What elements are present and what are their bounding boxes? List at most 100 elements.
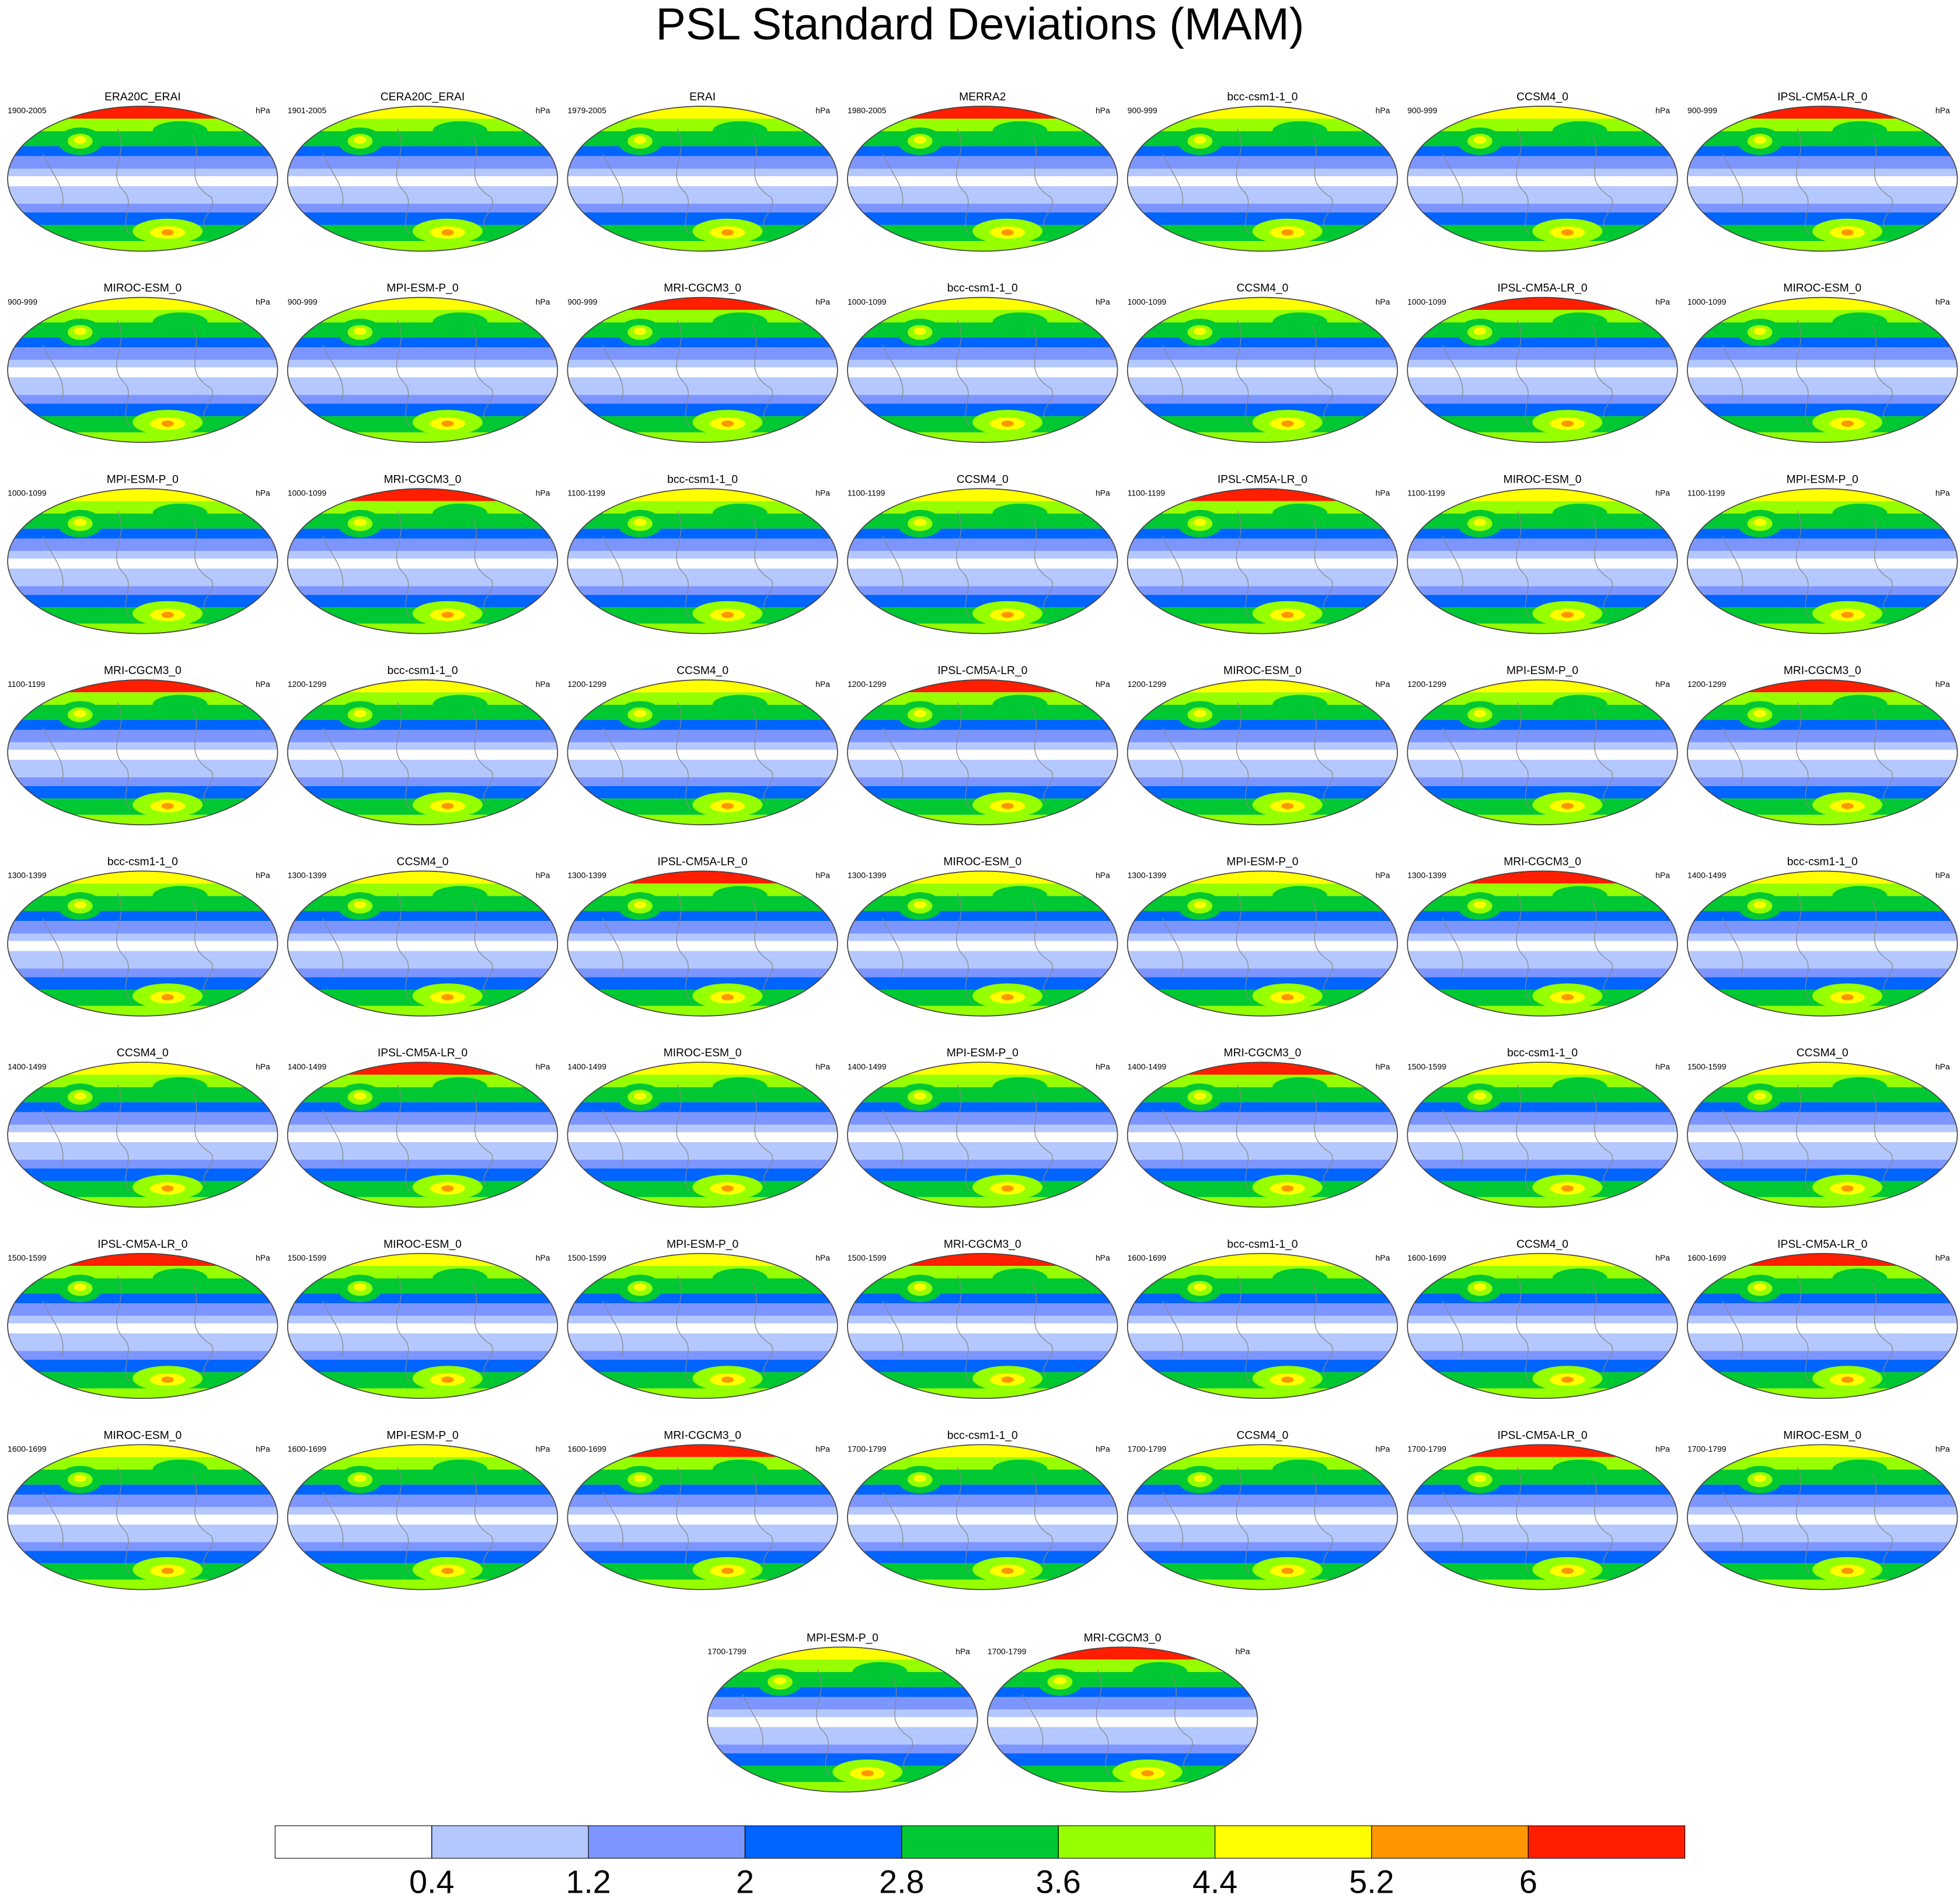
field-band (287, 720, 558, 730)
field-band (1407, 176, 1677, 187)
field-band (848, 395, 1118, 404)
panel-units: hPa (536, 679, 550, 689)
coastline (42, 1467, 213, 1574)
panel-units: hPa (1655, 297, 1670, 306)
field-band (8, 501, 278, 514)
colorbar-label: 0.4 (409, 1864, 454, 1900)
field-blob (74, 327, 86, 335)
field-band (1687, 367, 1958, 378)
field-band (1127, 730, 1398, 742)
field-blob (1841, 420, 1854, 427)
field-blob (1561, 229, 1574, 236)
panel-period: 1700-1799 (848, 1444, 887, 1454)
globe-outline (1127, 488, 1398, 634)
field-band (567, 910, 838, 922)
field-band (8, 395, 278, 404)
field-blob (1832, 503, 1888, 524)
panel-title: IPSL-CM5A-LR_0 (1777, 1238, 1867, 1251)
map-panel: MRI-CGCM3_0 900-999 hPa (567, 282, 838, 443)
field-band (1127, 1112, 1398, 1125)
field-band (8, 1350, 278, 1360)
field-band (1687, 883, 1958, 896)
panel-title: bcc-csm1-1_0 (947, 1429, 1018, 1442)
field-band (1127, 749, 1398, 760)
field-band (287, 1470, 558, 1485)
panel-units: hPa (1655, 679, 1670, 689)
panel-title: MPI-ESM-P_0 (386, 282, 458, 295)
field-blob (1001, 229, 1014, 236)
panel-period: 1600-1699 (567, 1444, 606, 1454)
field-band (567, 1359, 838, 1373)
map-panel: IPSL-CM5A-LR_0 1200-1299 hPa (847, 665, 1118, 826)
field-band (1687, 623, 1958, 634)
field-blob (433, 1459, 488, 1480)
field-band (287, 1529, 558, 1542)
field-blob (633, 901, 647, 909)
panel-title: IPSL-CM5A-LR_0 (1497, 1429, 1587, 1442)
field-band (287, 1074, 558, 1087)
field-band (848, 921, 1118, 934)
field-band (567, 1160, 838, 1169)
map-panel: MIROC-ESM_0 1200-1299 hPa (1127, 665, 1398, 826)
field-band (1127, 921, 1398, 934)
field-band (1687, 1359, 1958, 1373)
field-band (1127, 1338, 1398, 1351)
panel-period: 1979-2005 (567, 106, 606, 115)
panel-units: hPa (536, 1062, 550, 1071)
panel-period: 1100-1199 (848, 488, 885, 497)
field-band (8, 382, 278, 395)
field-band (8, 720, 278, 730)
field-band (1127, 382, 1398, 395)
field-band (1127, 883, 1398, 896)
map-panel: bcc-csm1-1_0 1400-1499 hPa (1687, 856, 1958, 1017)
coastline (1722, 893, 1893, 1000)
panel-title: MPI-ESM-P_0 (807, 1632, 878, 1644)
field-band (567, 1551, 838, 1564)
field-band (567, 896, 838, 911)
field-band (1687, 777, 1958, 786)
field-band (287, 212, 558, 225)
panel-units: hPa (1935, 679, 1950, 689)
panel-title: IPSL-CM5A-LR_0 (1218, 473, 1307, 486)
field-band (848, 191, 1118, 204)
field-band (987, 1659, 1258, 1673)
colorbar-box (901, 1825, 1059, 1859)
field-band (987, 1672, 1258, 1687)
map-panel: MPI-ESM-P_0 1000-1099 hPa (7, 473, 278, 634)
field-band (848, 1160, 1118, 1169)
field-band (567, 1197, 838, 1207)
field-band (1687, 1160, 1958, 1169)
field-band (707, 1732, 978, 1745)
field-band (1687, 514, 1958, 529)
map-panel: bcc-csm1-1_0 1700-1799 hPa (847, 1429, 1118, 1590)
map (7, 296, 278, 443)
globe-outline (287, 488, 559, 634)
globe-outline (1407, 296, 1678, 443)
panel-title: MRI-CGCM3_0 (1084, 1632, 1162, 1644)
field-band (1407, 623, 1677, 634)
field-band (287, 1168, 558, 1181)
field-band (567, 1338, 838, 1351)
globe-outline (7, 870, 278, 1017)
panel-period: 1700-1799 (1128, 1444, 1167, 1454)
field-blob (1552, 695, 1607, 715)
field-band (707, 1672, 978, 1687)
field-band (1687, 815, 1958, 825)
field-band (1407, 1551, 1677, 1564)
field-band (1127, 204, 1398, 213)
field-blob (1561, 612, 1574, 618)
field-blob (354, 710, 367, 718)
field-band (1127, 1006, 1398, 1016)
coastline (602, 511, 773, 618)
field-blob (1473, 710, 1487, 718)
field-blob (712, 1077, 768, 1098)
field-band (848, 1579, 1118, 1590)
field-blob (633, 1092, 647, 1100)
panel-units: hPa (1655, 1444, 1670, 1454)
field-band (287, 514, 558, 529)
field-band (1687, 1579, 1958, 1590)
field-blob (992, 1459, 1048, 1480)
field-blob (992, 121, 1048, 141)
panel-period: 1900-2005 (8, 106, 47, 115)
globe-outline (707, 1646, 978, 1793)
